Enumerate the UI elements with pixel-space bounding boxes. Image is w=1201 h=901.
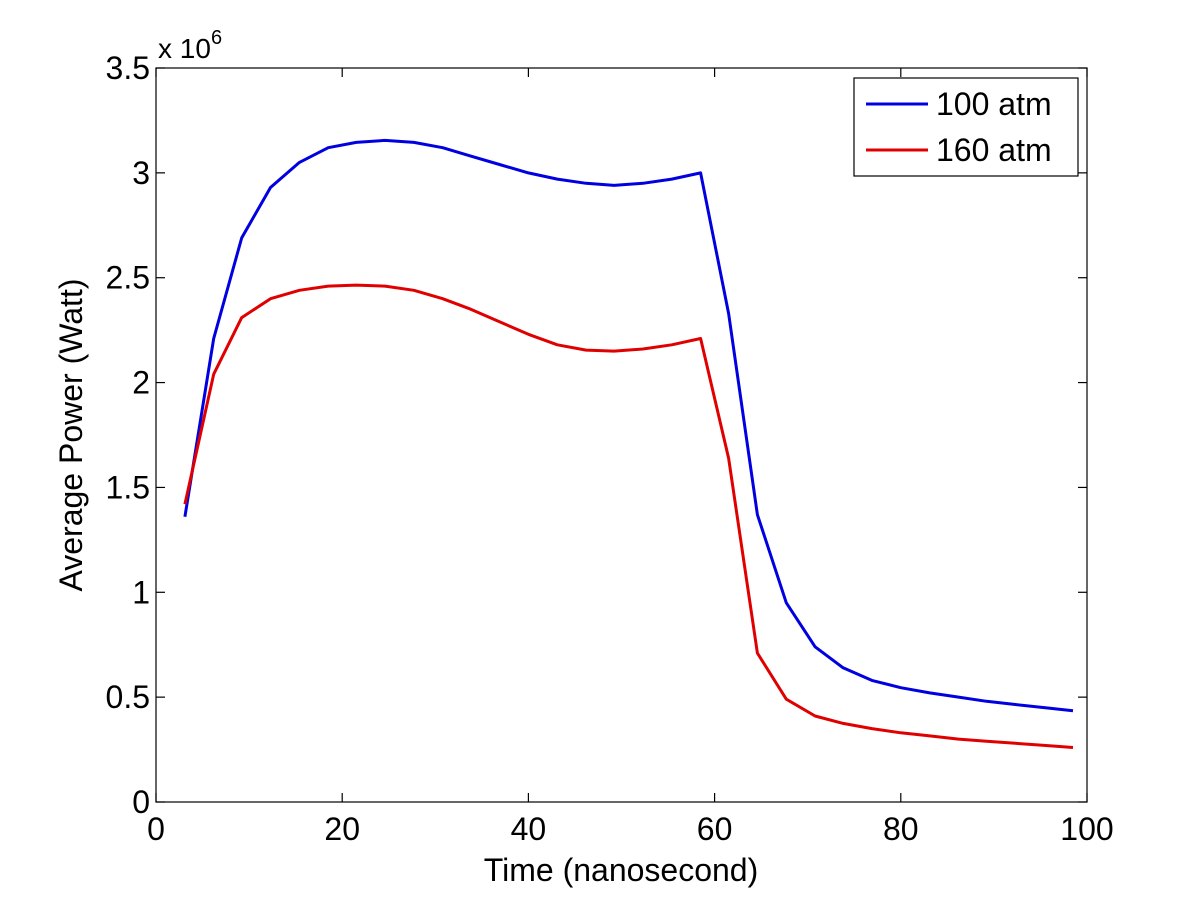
y-tick-label: 1 (132, 574, 150, 610)
legend-box (853, 77, 1079, 177)
y-scale-base: x 10 (158, 33, 211, 64)
x-axis-label: Time (nanosecond) (484, 852, 759, 888)
y-tick-label: 2.5 (106, 260, 150, 296)
series-line-160-atm (183, 283, 1074, 749)
y-axis-label: Average Power (Watt) (53, 279, 89, 592)
series-line-100-atm (183, 138, 1074, 713)
y-ticks: 0 0.5 1 1.5 2 2.5 3 3.5 (106, 50, 1087, 820)
y-tick-label: 1.5 (106, 469, 150, 505)
x-tick-label: 60 (697, 811, 733, 847)
series-layer (183, 138, 1074, 749)
y-tick-label: 0.5 (106, 679, 150, 715)
y-tick-label: 0 (132, 784, 150, 820)
y-tick-label: 2 (132, 365, 150, 401)
legend: 100 atm 160 atm (853, 77, 1079, 177)
plot-frame (155, 67, 1088, 803)
x-tick-label: 0 (147, 811, 165, 847)
x-tick-label: 100 (1060, 811, 1113, 847)
x-tick-label: 80 (883, 811, 919, 847)
y-scale-label: x 106 (158, 27, 222, 64)
y-tick-label: 3 (132, 155, 150, 191)
x-tick-label: 20 (324, 811, 360, 847)
x-ticks: 0 20 40 60 80 100 (147, 68, 1114, 847)
x-tick-label: 40 (511, 811, 547, 847)
legend-label-100-atm: 100 atm (936, 86, 1052, 122)
legend-label-160-atm: 160 atm (936, 132, 1052, 168)
y-tick-label: 3.5 (106, 50, 150, 86)
y-scale-exponent: 6 (211, 27, 222, 49)
